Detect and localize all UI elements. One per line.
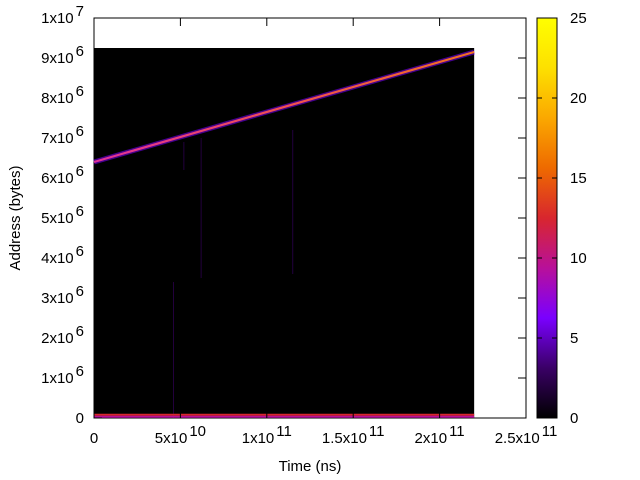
y-tick-label: 8x10 6 xyxy=(41,83,84,107)
diagonal-band xyxy=(93,50,475,164)
colorbar-tick-label: 15 xyxy=(570,170,587,187)
heatmap xyxy=(93,48,475,418)
x-axis-ticks: 0 5x10 10 1x10 11 1.5x10 11 2x10 11 2.5x10 11 xyxy=(90,18,557,447)
y-tick-label: 2x10 6 xyxy=(41,323,84,347)
y-tick-label: 9x10 6 xyxy=(41,43,84,67)
x-tick-label: 1x10 11 xyxy=(242,423,292,447)
colorbar-tick-label: 25 xyxy=(570,10,587,27)
colorbar-tick-label: 5 xyxy=(570,330,578,347)
x-tick-label: 2.5x10 11 xyxy=(495,423,558,447)
x-axis-label: Time (ns) xyxy=(279,458,342,475)
colorbar: 0 5 10 15 20 25 xyxy=(536,10,587,427)
colorbar-gradient xyxy=(536,17,558,419)
y-tick-label: 5x10 6 xyxy=(41,203,84,227)
y-axis-ticks: 0 1x10 6 2x10 6 3x10 6 4x10 6 5x10 6 6x10 6 7x10 6 8x10… xyxy=(41,3,526,427)
y-tick-label: 0 xyxy=(76,410,84,427)
y-axis-label: Address (bytes) xyxy=(7,165,24,270)
heatmap-background xyxy=(94,48,475,418)
colorbar-tick-label: 10 xyxy=(570,250,587,267)
y-tick-label: 7x10 6 xyxy=(41,123,84,147)
y-tick-label: 6x10 6 xyxy=(41,163,84,187)
y-tick-label: 3x10 6 xyxy=(41,283,84,307)
x-tick-label: 2x10 11 xyxy=(415,423,465,447)
colorbar-ticks: 0 5 10 15 20 25 xyxy=(537,10,587,427)
y-tick-label: 1x10 7 xyxy=(41,3,84,27)
colorbar-tick-label: 0 xyxy=(570,410,578,427)
x-tick-label: 5x10 10 xyxy=(155,423,206,447)
y-tick-label: 1x10 6 xyxy=(41,363,84,387)
y-tick-label: 4x10 6 xyxy=(41,243,84,267)
colorbar-tick-label: 20 xyxy=(570,90,587,107)
x-tick-label: 1.5x10 11 xyxy=(322,423,385,447)
x-tick-label: 0 xyxy=(90,430,98,447)
